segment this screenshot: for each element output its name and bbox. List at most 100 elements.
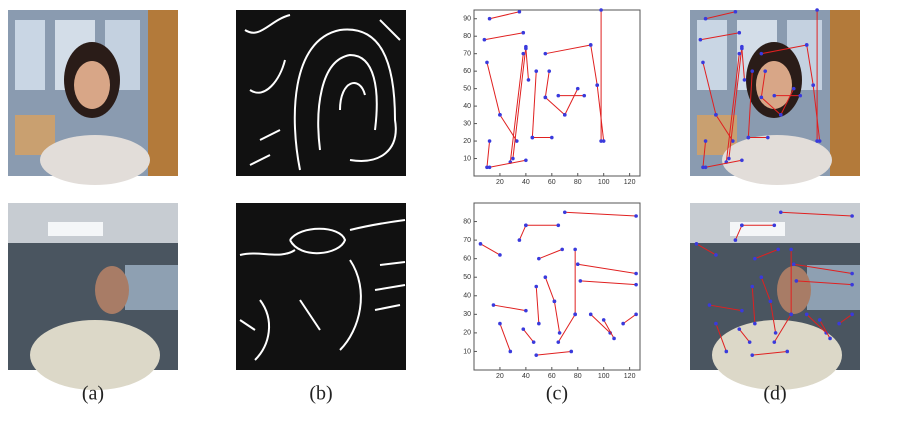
endpoint bbox=[734, 10, 738, 14]
x-tick-label: 80 bbox=[574, 179, 582, 186]
endpoint bbox=[524, 309, 528, 313]
y-tick-label: 30 bbox=[463, 120, 471, 127]
x-tick-label: 20 bbox=[496, 373, 504, 380]
endpoint bbox=[795, 279, 799, 283]
endpoint bbox=[740, 223, 744, 227]
endpoint bbox=[634, 283, 638, 287]
endpoint bbox=[763, 69, 767, 73]
caption: (b) bbox=[309, 383, 332, 405]
x-tick-label: 100 bbox=[598, 373, 610, 380]
endpoint bbox=[534, 69, 538, 73]
endpoint bbox=[537, 257, 541, 261]
y-tick-label: 90 bbox=[463, 16, 471, 23]
endpoint bbox=[589, 43, 593, 47]
endpoint bbox=[818, 318, 822, 322]
endpoint bbox=[850, 214, 854, 218]
x-tick-label: 80 bbox=[574, 373, 582, 380]
y-tick-label: 80 bbox=[463, 218, 471, 225]
endpoint bbox=[518, 10, 522, 14]
endpoint bbox=[569, 350, 573, 354]
endpoint bbox=[727, 157, 731, 161]
endpoint bbox=[479, 242, 483, 246]
y-tick-label: 10 bbox=[463, 348, 471, 355]
endpoint bbox=[779, 113, 783, 117]
y-tick-label: 30 bbox=[463, 311, 471, 318]
endpoint bbox=[589, 313, 593, 317]
caption: (d) bbox=[763, 383, 786, 405]
endpoint bbox=[737, 52, 741, 56]
endpoint bbox=[708, 303, 712, 307]
endpoint bbox=[602, 318, 606, 322]
endpoint bbox=[740, 47, 744, 51]
endpoint bbox=[531, 136, 535, 140]
endpoint bbox=[750, 69, 754, 73]
endpoint bbox=[521, 327, 525, 331]
endpoint bbox=[547, 69, 551, 73]
endpoint bbox=[634, 214, 638, 218]
endpoint bbox=[573, 313, 577, 317]
photo-woman bbox=[8, 10, 178, 185]
endpoint bbox=[556, 340, 560, 344]
endpoint bbox=[789, 313, 793, 317]
endpoint bbox=[498, 253, 502, 257]
endpoint bbox=[792, 262, 796, 266]
endpoint bbox=[828, 337, 832, 341]
x-tick-label: 100 bbox=[598, 179, 610, 186]
endpoint bbox=[553, 300, 557, 304]
endpoint bbox=[582, 94, 586, 98]
endpoint bbox=[714, 322, 718, 326]
endpoint bbox=[704, 139, 708, 143]
endpoint bbox=[544, 96, 548, 100]
endpoint bbox=[634, 272, 638, 276]
endpoint bbox=[785, 350, 789, 354]
endpoint bbox=[534, 285, 538, 289]
endpoint bbox=[789, 248, 793, 252]
endpoint bbox=[498, 322, 502, 326]
photo-woman-overlay bbox=[690, 10, 860, 185]
endpoint bbox=[524, 223, 528, 227]
photo-man-overlay bbox=[690, 203, 860, 390]
endpoint bbox=[850, 283, 854, 287]
endpoint bbox=[772, 94, 776, 98]
y-tick-label: 20 bbox=[463, 138, 471, 145]
endpoint bbox=[550, 136, 554, 140]
y-tick-label: 70 bbox=[463, 237, 471, 244]
endpoint bbox=[544, 52, 548, 56]
endpoint bbox=[772, 340, 776, 344]
edge-map-1 bbox=[236, 10, 406, 176]
endpoint bbox=[776, 248, 780, 252]
endpoint bbox=[612, 337, 616, 341]
y-tick-label: 40 bbox=[463, 293, 471, 300]
endpoint bbox=[737, 31, 741, 35]
x-tick-label: 40 bbox=[522, 373, 530, 380]
endpoint bbox=[704, 17, 708, 21]
x-tick-label: 40 bbox=[522, 179, 530, 186]
endpoint bbox=[837, 322, 841, 326]
endpoint bbox=[740, 158, 744, 162]
endpoint bbox=[488, 165, 492, 169]
x-tick-label: 60 bbox=[548, 373, 556, 380]
endpoint bbox=[753, 257, 757, 261]
endpoint bbox=[760, 96, 764, 100]
endpoint bbox=[599, 139, 603, 143]
endpoint bbox=[521, 31, 525, 35]
x-tick-label: 60 bbox=[548, 179, 556, 186]
endpoint bbox=[621, 322, 625, 326]
endpoint bbox=[485, 61, 489, 65]
y-tick-label: 70 bbox=[463, 51, 471, 58]
endpoint bbox=[815, 139, 819, 143]
endpoint bbox=[850, 272, 854, 276]
endpoint bbox=[747, 136, 751, 140]
endpoint bbox=[792, 87, 796, 91]
endpoint bbox=[532, 340, 536, 344]
caption: (a) bbox=[82, 383, 104, 405]
y-tick-label: 50 bbox=[463, 274, 471, 281]
endpoint bbox=[769, 300, 773, 304]
endpoint bbox=[509, 350, 513, 354]
endpoint bbox=[815, 8, 819, 12]
endpoint bbox=[483, 38, 487, 42]
endpoint bbox=[573, 248, 577, 252]
endpoint bbox=[524, 47, 528, 51]
caption: (c) bbox=[546, 383, 568, 405]
plot-frame bbox=[474, 10, 640, 176]
